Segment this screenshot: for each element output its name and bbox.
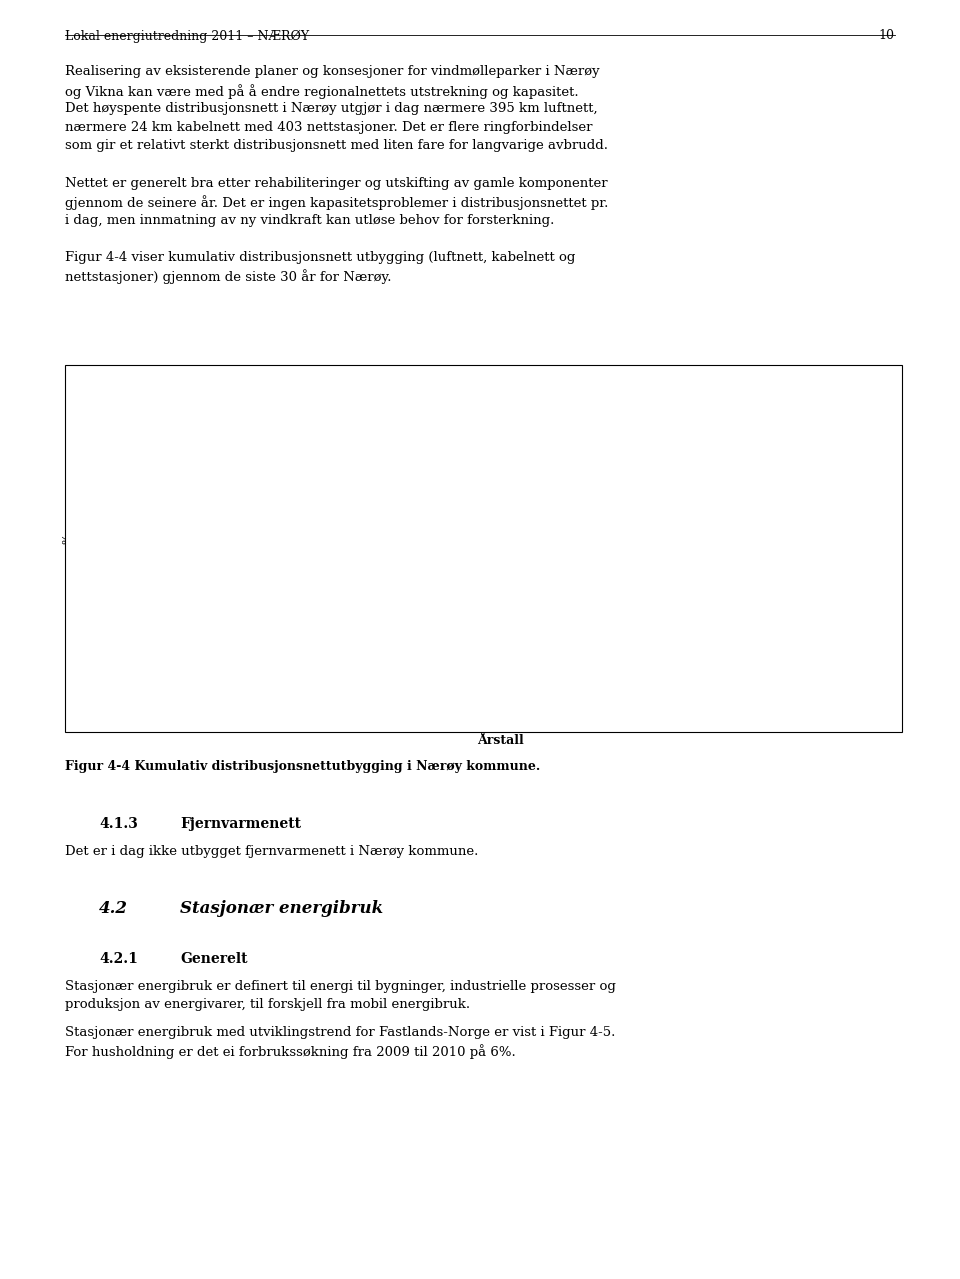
Text: produksjon av energivarer, til forskjell fra mobil energibruk.: produksjon av energivarer, til forskjell… xyxy=(65,998,470,1010)
Kabelnett 23,9  km i 2006 xyxy=(173,628,184,643)
Text: gjennom de seinere år. Det er ingen kapasitetsproblemer i distribusjonsnettet pr: gjennom de seinere år. Det er ingen kapa… xyxy=(65,196,609,210)
Kabelnett 23,9  km i 2006 xyxy=(736,495,748,510)
Fordelingstransf. 403 stk i 2006 xyxy=(334,583,346,599)
Luftnett 395,7  km i 2006 xyxy=(575,533,587,549)
Kabelnett 23,9  km i 2006 xyxy=(575,550,587,565)
Text: Generelt: Generelt xyxy=(180,952,248,966)
Line: Kabelnett 23,9  km i 2006: Kabelnett 23,9 km i 2006 xyxy=(135,434,866,638)
Luftnett 395,7  km i 2006 xyxy=(374,576,386,591)
Kabelnett 23,9  km i 2006 xyxy=(495,570,507,586)
Text: Fjernvarmenett: Fjernvarmenett xyxy=(180,817,301,831)
Kabelnett 23,9  km i 2006 xyxy=(696,509,708,524)
Text: Stasjonær energibruk med utviklingstrend for Fastlands-Norge er vist i Figur 4-5: Stasjonær energibruk med utviklingstrend… xyxy=(65,1026,615,1039)
Fordelingstransf. 403 stk i 2006 xyxy=(857,434,869,449)
Kabelnett 23,9  km i 2006 xyxy=(817,441,828,457)
Luftnett 395,7  km i 2006 xyxy=(736,478,748,494)
Luftnett 395,7  km i 2006 xyxy=(455,547,467,563)
Text: Lokal energiutredning 2011 – NÆRØY: Lokal energiutredning 2011 – NÆRØY xyxy=(65,29,309,42)
Luftnett 395,7  km i 2006 xyxy=(696,491,708,506)
Kabelnett 23,9  km i 2006 xyxy=(656,540,667,555)
Luftnett 395,7  km i 2006 xyxy=(415,550,426,565)
Kabelnett 23,9  km i 2006 xyxy=(213,628,225,643)
Text: 4.1.3: 4.1.3 xyxy=(99,817,137,831)
Text: 10: 10 xyxy=(878,29,895,42)
Fordelingstransf. 403 stk i 2006 xyxy=(415,564,426,579)
Line: Luftnett 395,7  km i 2006: Luftnett 395,7 km i 2006 xyxy=(135,434,866,596)
Fordelingstransf. 403 stk i 2006 xyxy=(495,536,507,551)
Luftnett 395,7  km i 2006 xyxy=(213,585,225,600)
Luftnett 395,7  km i 2006 xyxy=(334,576,346,591)
Text: Stasjonær energibruk er definert til energi til bygninger, industrielle prosesse: Stasjonær energibruk er definert til ene… xyxy=(65,980,616,993)
Text: nettstasjoner) gjennom de siste 30 år for Nærøy.: nettstasjoner) gjennom de siste 30 år fo… xyxy=(65,270,392,284)
Text: i dag, men innmatning av ny vindkraft kan utløse behov for forsterkning.: i dag, men innmatning av ny vindkraft ka… xyxy=(65,214,555,226)
Luftnett 395,7  km i 2006 xyxy=(615,531,627,546)
Text: Realisering av eksisterende planer og konsesjoner for vindmølleparker i Nærøy: Realisering av eksisterende planer og ko… xyxy=(65,65,600,78)
Kabelnett 23,9  km i 2006 xyxy=(857,430,869,445)
Luftnett 395,7  km i 2006 xyxy=(294,578,305,593)
Fordelingstransf. 403 stk i 2006 xyxy=(535,528,546,544)
Title: Kumulativ distribusjonsnettutbygging i Nærøy kommune: Kumulativ distribusjonsnettutbygging i N… xyxy=(277,396,724,411)
Text: Nettet er generelt bra etter rehabiliteringer og utskifting av gamle komponenter: Nettet er generelt bra etter rehabiliter… xyxy=(65,177,608,189)
Fordelingstransf. 403 stk i 2006 xyxy=(173,587,184,602)
Fordelingstransf. 403 stk i 2006 xyxy=(253,585,265,600)
Text: 4.2: 4.2 xyxy=(99,900,128,917)
Kabelnett 23,9  km i 2006 xyxy=(777,460,788,476)
Fordelingstransf. 403 stk i 2006 xyxy=(132,590,144,605)
Text: Figur 4-4 Kumulativ distribusjonsnettutbygging i Nærøy kommune.: Figur 4-4 Kumulativ distribusjonsnettutb… xyxy=(65,760,540,773)
Kabelnett 23,9  km i 2006 xyxy=(615,540,627,555)
Kabelnett 23,9  km i 2006 xyxy=(294,628,305,643)
Fordelingstransf. 403 stk i 2006 xyxy=(696,489,708,504)
Fordelingstransf. 403 stk i 2006 xyxy=(213,587,225,602)
Fordelingstransf. 403 stk i 2006 xyxy=(777,464,788,480)
Kabelnett 23,9  km i 2006 xyxy=(253,628,265,643)
Text: som gir et relativt sterkt distribusjonsnett med liten fare for langvarige avbru: som gir et relativt sterkt distribusjons… xyxy=(65,139,609,152)
Kabelnett 23,9  km i 2006 xyxy=(415,600,426,615)
Luftnett 395,7  km i 2006 xyxy=(173,585,184,600)
Luftnett 395,7  km i 2006 xyxy=(535,538,546,554)
Luftnett 395,7  km i 2006 xyxy=(817,441,828,457)
X-axis label: Årstall: Årstall xyxy=(477,734,524,747)
Luftnett 395,7  km i 2006 xyxy=(656,500,667,515)
Fordelingstransf. 403 stk i 2006 xyxy=(575,519,587,535)
Text: 4.2.1: 4.2.1 xyxy=(99,952,137,966)
Y-axis label: %: % xyxy=(62,533,72,544)
Kabelnett 23,9  km i 2006 xyxy=(535,561,546,577)
Fordelingstransf. 403 stk i 2006 xyxy=(736,475,748,490)
Kabelnett 23,9  km i 2006 xyxy=(374,615,386,631)
Text: For husholdning er det ei forbrukssøkning fra 2009 til 2010 på 6%.: For husholdning er det ei forbrukssøknin… xyxy=(65,1044,516,1059)
Text: nærmere 24 km kabelnett med 403 nettstasjoner. Det er flere ringforbindelser: nærmere 24 km kabelnett med 403 nettstas… xyxy=(65,122,592,134)
Legend: Luftnett 395,7  km i 2006, Kabelnett 23,9  km i 2006, Fordelingstransf. 403 stk : Luftnett 395,7 km i 2006, Kabelnett 23,9… xyxy=(641,542,862,593)
Text: Figur 4-4 viser kumulativ distribusjonsnett utbygging (luftnett, kabelnett og: Figur 4-4 viser kumulativ distribusjonsn… xyxy=(65,251,576,263)
Kabelnett 23,9  km i 2006 xyxy=(334,628,346,643)
Text: Stasjonær energibruk: Stasjonær energibruk xyxy=(180,900,384,917)
Line: Fordelingstransf. 403 stk i 2006: Fordelingstransf. 403 stk i 2006 xyxy=(135,439,866,600)
Kabelnett 23,9  km i 2006 xyxy=(455,585,467,600)
Fordelingstransf. 403 stk i 2006 xyxy=(817,446,828,462)
Luftnett 395,7  km i 2006 xyxy=(777,462,788,477)
Fordelingstransf. 403 stk i 2006 xyxy=(294,583,305,599)
Luftnett 395,7  km i 2006 xyxy=(132,585,144,600)
Text: Det er i dag ikke utbygget fjernvarmenett i Nærøy kommune.: Det er i dag ikke utbygget fjernvarmenet… xyxy=(65,845,479,858)
Text: Det høyspente distribusjonsnett i Nærøy utgjør i dag nærmere 395 km luftnett,: Det høyspente distribusjonsnett i Nærøy … xyxy=(65,102,598,115)
Fordelingstransf. 403 stk i 2006 xyxy=(455,556,467,572)
Fordelingstransf. 403 stk i 2006 xyxy=(656,500,667,515)
Kabelnett 23,9  km i 2006 xyxy=(132,628,144,643)
Text: og Vikna kan være med på å endre regionalnettets utstrekning og kapasitet.: og Vikna kan være med på å endre regiona… xyxy=(65,84,579,98)
Fordelingstransf. 403 stk i 2006 xyxy=(615,508,627,523)
Fordelingstransf. 403 stk i 2006 xyxy=(374,581,386,596)
Luftnett 395,7  km i 2006 xyxy=(495,545,507,560)
Luftnett 395,7  km i 2006 xyxy=(253,581,265,596)
Luftnett 395,7  km i 2006 xyxy=(857,430,869,445)
